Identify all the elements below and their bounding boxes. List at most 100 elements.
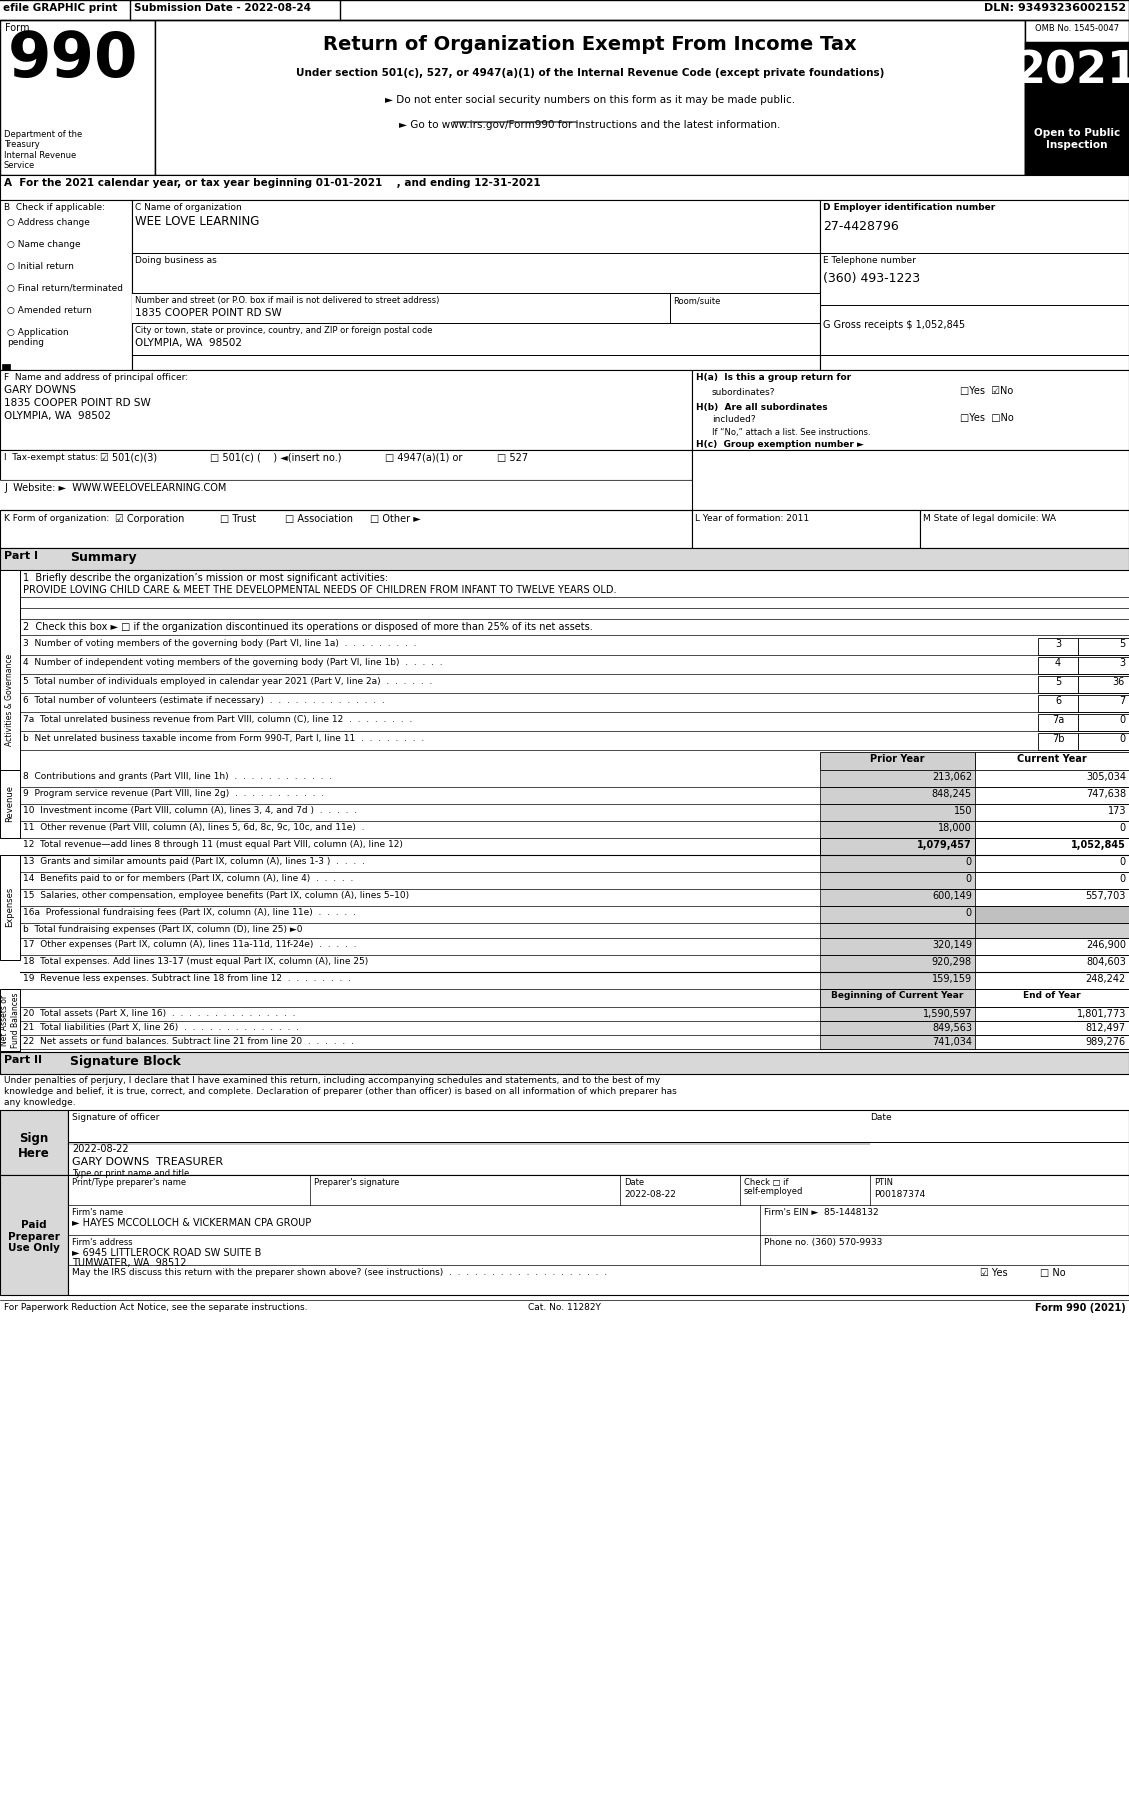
Bar — [2, 365, 10, 372]
Text: subordinates?: subordinates? — [712, 388, 776, 397]
Text: Firm's EIN ►  85-1448132: Firm's EIN ► 85-1448132 — [764, 1208, 878, 1217]
Text: Number and street (or P.O. box if mail is not delivered to street address): Number and street (or P.O. box if mail i… — [135, 296, 439, 305]
Text: Submission Date - 2022-08-24: Submission Date - 2022-08-24 — [134, 4, 310, 13]
Text: 0: 0 — [966, 874, 972, 883]
Bar — [820, 938, 975, 954]
Text: ○ Amended return: ○ Amended return — [7, 307, 91, 316]
Text: GARY DOWNS  TREASURER: GARY DOWNS TREASURER — [72, 1157, 224, 1166]
Bar — [0, 1110, 68, 1175]
Text: Beginning of Current Year: Beginning of Current Year — [831, 990, 963, 1000]
Bar — [1038, 639, 1078, 655]
Text: ☑ 501(c)(3): ☑ 501(c)(3) — [100, 454, 157, 463]
Text: 2022-08-22: 2022-08-22 — [624, 1190, 676, 1199]
Bar — [975, 838, 1129, 854]
Bar — [975, 923, 1129, 938]
Text: 8  Contributions and grants (Part VIII, line 1h)  .  .  .  .  .  .  .  .  .  .  : 8 Contributions and grants (Part VIII, l… — [23, 773, 332, 782]
Text: PROVIDE LOVING CHILD CARE & MEET THE DEVELOPMENTAL NEEDS OF CHILDREN FROM INFANT: PROVIDE LOVING CHILD CARE & MEET THE DEV… — [23, 584, 616, 595]
Bar — [1078, 657, 1129, 675]
Text: City or town, state or province, country, and ZIP or foreign postal code: City or town, state or province, country… — [135, 327, 432, 336]
Bar — [1025, 42, 1129, 120]
Bar — [1078, 677, 1129, 693]
Text: Under section 501(c), 527, or 4947(a)(1) of the Internal Revenue Code (except pr: Under section 501(c), 527, or 4947(a)(1)… — [296, 67, 884, 78]
Text: 6  Total number of volunteers (estimate if necessary)  .  .  .  .  .  .  .  .  .: 6 Total number of volunteers (estimate i… — [23, 697, 385, 706]
Text: Activities & Governance: Activities & Governance — [6, 653, 15, 746]
Bar — [820, 923, 975, 938]
Bar — [820, 787, 975, 804]
Text: Doing business as: Doing business as — [135, 256, 217, 265]
Text: 19  Revenue less expenses. Subtract line 18 from line 12  .  .  .  .  .  .  .  .: 19 Revenue less expenses. Subtract line … — [23, 974, 351, 983]
Text: Sign
Here: Sign Here — [18, 1132, 50, 1159]
Text: 5: 5 — [1119, 639, 1124, 649]
Text: I  Tax-exempt status:: I Tax-exempt status: — [5, 454, 98, 463]
Text: Under penalties of perjury, I declare that I have examined this return, includin: Under penalties of perjury, I declare th… — [5, 1076, 660, 1085]
Bar — [820, 972, 975, 989]
Bar — [1025, 120, 1129, 174]
Text: b  Total fundraising expenses (Part IX, column (D), line 25) ►0: b Total fundraising expenses (Part IX, c… — [23, 925, 303, 934]
Bar — [0, 370, 692, 450]
Text: self-employed: self-employed — [744, 1186, 804, 1195]
Text: 0: 0 — [1119, 715, 1124, 726]
Text: ► 6945 LITTLEROCK ROAD SW SUITE B: ► 6945 LITTLEROCK ROAD SW SUITE B — [72, 1248, 262, 1257]
Text: 557,703: 557,703 — [1086, 891, 1126, 902]
Text: (360) 493-1223: (360) 493-1223 — [823, 272, 920, 285]
Text: 7a: 7a — [1052, 715, 1065, 726]
Text: Open to Public
Inspection: Open to Public Inspection — [1034, 129, 1120, 149]
Text: b  Net unrelated business taxable income from Form 990-T, Part I, line 11  .  . : b Net unrelated business taxable income … — [23, 735, 425, 744]
Text: 10  Investment income (Part VIII, column (A), lines 3, 4, and 7d )  .  .  .  .  : 10 Investment income (Part VIII, column … — [23, 805, 357, 814]
Text: ☑ Yes: ☑ Yes — [980, 1268, 1007, 1279]
Text: 21  Total liabilities (Part X, line 26)  .  .  .  .  .  .  .  .  .  .  .  .  .  : 21 Total liabilities (Part X, line 26) .… — [23, 1023, 299, 1032]
Bar — [1078, 639, 1129, 655]
Bar — [820, 989, 975, 1007]
Text: 9  Program service revenue (Part VIII, line 2g)  .  .  .  .  .  .  .  .  .  .  .: 9 Program service revenue (Part VIII, li… — [23, 789, 324, 798]
Bar — [920, 510, 1129, 548]
Bar — [975, 905, 1129, 923]
Bar — [1038, 733, 1078, 749]
Bar — [975, 873, 1129, 889]
Text: □Yes  □No: □Yes □No — [960, 414, 1014, 423]
Text: Form 990 (2021): Form 990 (2021) — [1035, 1302, 1126, 1313]
Text: If “No,” attach a list. See instructions.: If “No,” attach a list. See instructions… — [712, 428, 870, 437]
Text: 150: 150 — [954, 805, 972, 816]
Text: M State of legal domicile: WA: M State of legal domicile: WA — [924, 513, 1056, 522]
Text: □ Other ►: □ Other ► — [370, 513, 421, 524]
Text: Net Assets or
Fund Balances: Net Assets or Fund Balances — [0, 992, 19, 1048]
Text: □ 527: □ 527 — [497, 454, 528, 463]
Text: Expenses: Expenses — [6, 887, 15, 927]
Text: 0: 0 — [1120, 856, 1126, 867]
Text: J  Website: ►  WWW.WEELOVELEARNING.COM: J Website: ► WWW.WEELOVELEARNING.COM — [5, 483, 227, 493]
Text: 0: 0 — [966, 909, 972, 918]
Text: 1835 COOPER POINT RD SW: 1835 COOPER POINT RD SW — [5, 397, 151, 408]
Text: 600,149: 600,149 — [933, 891, 972, 902]
Bar — [155, 20, 1025, 174]
Text: 14  Benefits paid to or for members (Part IX, column (A), line 4)  .  .  .  .  .: 14 Benefits paid to or for members (Part… — [23, 874, 353, 883]
Text: 18  Total expenses. Add lines 13-17 (must equal Part IX, column (A), line 25): 18 Total expenses. Add lines 13-17 (must… — [23, 958, 368, 967]
Text: Signature of officer: Signature of officer — [72, 1114, 159, 1123]
Bar — [0, 0, 1129, 20]
Text: 159,159: 159,159 — [931, 974, 972, 983]
Text: knowledge and belief, it is true, correct, and complete. Declaration of preparer: knowledge and belief, it is true, correc… — [5, 1087, 676, 1096]
Text: ☑ Corporation: ☑ Corporation — [115, 513, 184, 524]
Text: 22  Net assets or fund balances. Subtract line 21 from line 20  .  .  .  .  .  .: 22 Net assets or fund balances. Subtract… — [23, 1038, 353, 1047]
Text: C Name of organization: C Name of organization — [135, 203, 242, 212]
Text: ○ Application
pending: ○ Application pending — [7, 328, 69, 348]
Text: 7a  Total unrelated business revenue from Part VIII, column (C), line 12  .  .  : 7a Total unrelated business revenue from… — [23, 715, 412, 724]
Text: Phone no. (360) 570-9933: Phone no. (360) 570-9933 — [764, 1237, 883, 1246]
Text: 741,034: 741,034 — [933, 1038, 972, 1047]
Bar — [820, 1021, 975, 1036]
Text: K Form of organization:: K Form of organization: — [5, 513, 110, 522]
Text: Form: Form — [5, 24, 29, 33]
Bar — [132, 294, 820, 323]
Text: 848,245: 848,245 — [931, 789, 972, 798]
Bar — [820, 1036, 975, 1048]
Bar — [975, 972, 1129, 989]
Text: 27-4428796: 27-4428796 — [823, 219, 899, 232]
Bar — [0, 1052, 1129, 1074]
Text: Return of Organization Exempt From Income Tax: Return of Organization Exempt From Incom… — [323, 34, 857, 54]
Bar — [1078, 733, 1129, 749]
Text: Part I: Part I — [5, 551, 38, 561]
Text: H(b)  Are all subordinates: H(b) Are all subordinates — [695, 403, 828, 412]
Bar — [0, 548, 1129, 570]
Text: 2022-08-22: 2022-08-22 — [72, 1145, 129, 1154]
Text: 15  Salaries, other compensation, employee benefits (Part IX, column (A), lines : 15 Salaries, other compensation, employe… — [23, 891, 409, 900]
Text: DLN: 93493236002152: DLN: 93493236002152 — [983, 4, 1126, 13]
